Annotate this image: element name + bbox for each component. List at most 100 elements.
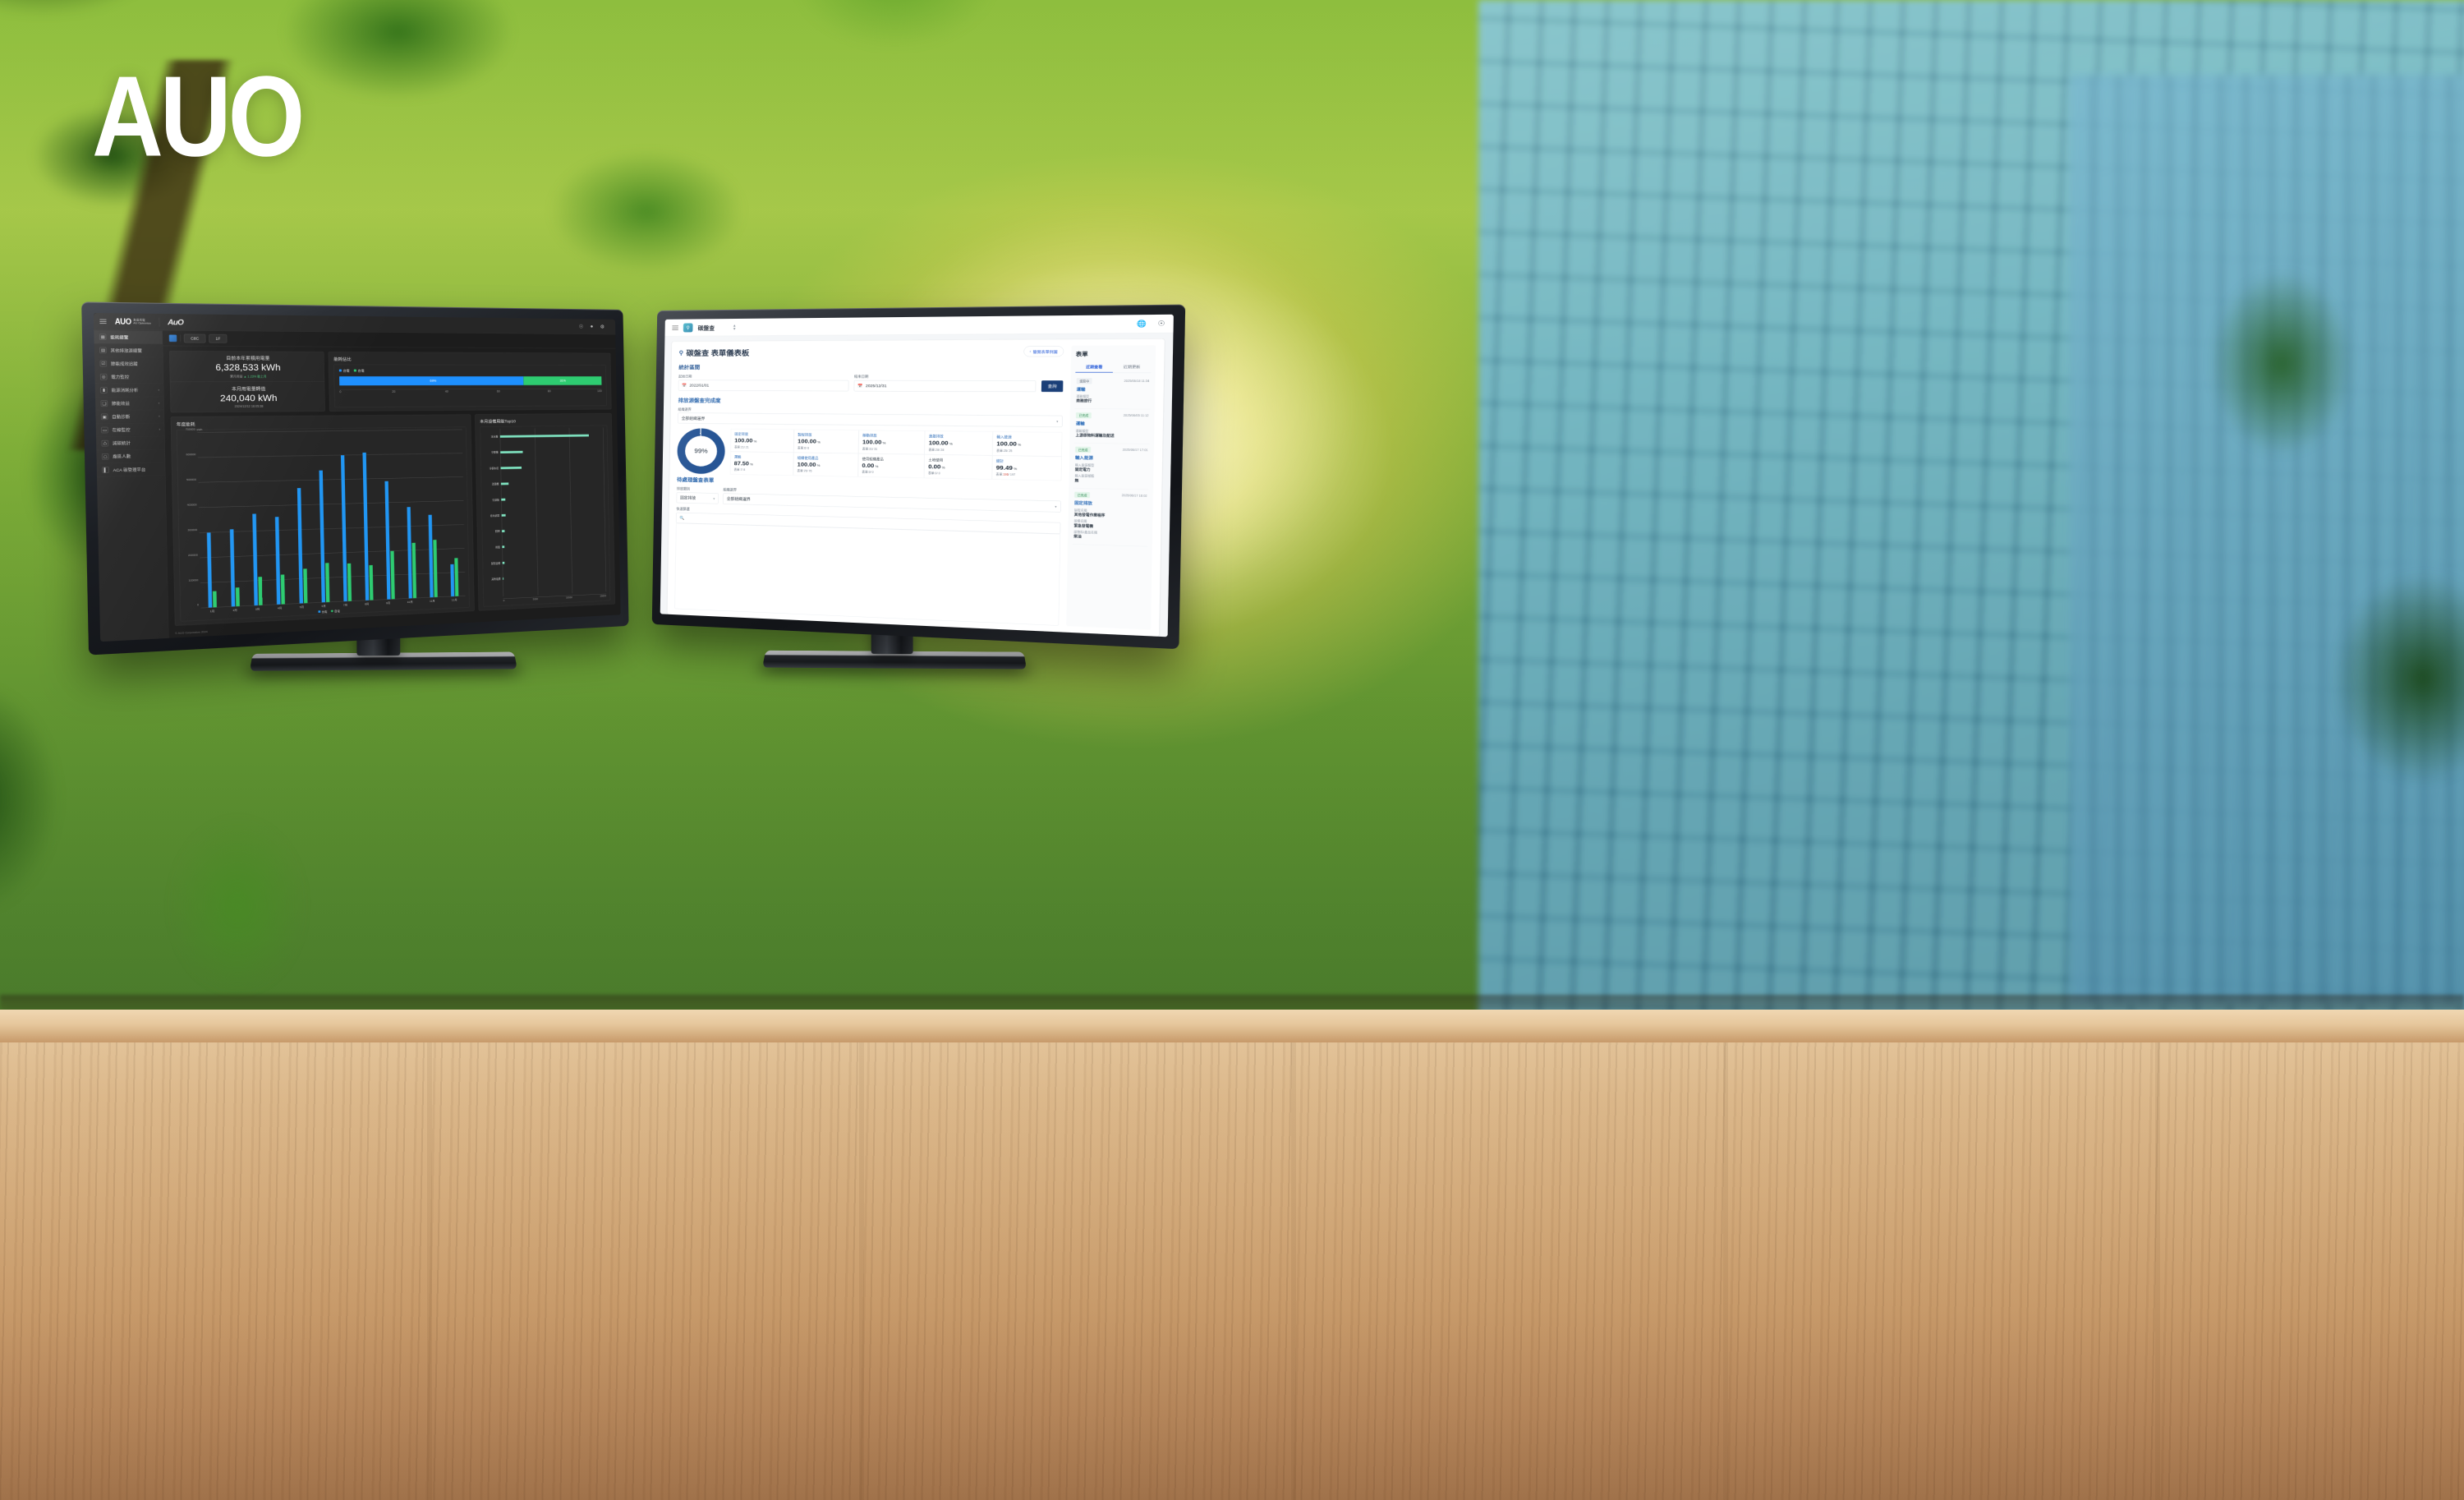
completion-stat-4: 輸入能源 100.00 % 表單:25/ 25 [992,431,1063,457]
auo-logo-small: AUO 友達光電 AU Optronics [112,316,151,326]
x-axis-tick: 8月 [365,602,370,606]
bar-group-10 [427,430,438,598]
form-list-tab[interactable]: 近期更新 [1123,365,1141,370]
org-boundary-select[interactable]: 全部組織邊界 ▾ [678,412,1063,427]
axis-tick: 15000 [600,594,606,598]
form-timestamp: 2025/06/17 17:01 [1122,449,1148,453]
bar-group-3 [274,431,286,605]
bar-自電 [303,568,308,604]
account-icon[interactable]: ☉ [1157,320,1165,328]
pending-forms-table[interactable] [674,522,1060,626]
form-field: 運輸類型 上游原物料運輸及配送 [1075,428,1148,438]
emission-category-select[interactable]: 固定排放 ▾ [676,492,719,504]
bell-icon[interactable]: ☉ [578,324,584,329]
sidebar-item-label: 節能成效追蹤 [110,361,138,366]
start-date-input[interactable]: 📅 2022/01/01 [678,380,849,392]
carbon-search-icon: ⚲ [678,349,684,357]
ems-content-grid: 目前本年累積用電量 6,328,533 kWh 累月用量 ▲ 1.23% 較上月 [163,346,620,631]
stat-sub: 表單:76/ 76 [797,469,812,473]
sidebar-item-10[interactable]: ▌ ACA 碳管理平台 [96,462,166,477]
stepper-icon[interactable]: ▴ ▾ [733,323,736,331]
status-badge: 已完成 [1075,446,1092,453]
form-timestamp: 2025/06/17 16:02 [1121,494,1147,499]
bar-台電 [362,452,370,600]
start-date-label: 起始日期 [678,375,692,379]
site-chip-c8c[interactable]: C8C [183,334,206,343]
bar [502,561,505,564]
x-axis-tick: 5月 [299,605,305,609]
form-field: 運輸類型 商務旅行 [1076,394,1149,404]
energy-ratio-card: 能耗佔比 台電 自電 69% 31% 0 20 40 60 80 100 [328,352,612,412]
sidebar-item-9[interactable]: ☖ 廠區人數 [96,449,165,464]
legend-item-self: 自電 [331,609,340,613]
card-title: 本月設備用能Top10 [480,419,516,424]
form-field: 輸入能源種類無 [1074,473,1147,484]
sidebar-item-5[interactable]: ❏ 節能效益 › [95,396,164,411]
bar-group-0 [205,432,217,608]
bar-自電 [280,574,286,605]
bar-台電 [252,513,259,606]
table-plank-seams [0,1042,2464,1500]
sidebar-item-8[interactable]: ♺ 減碳統計 [96,435,165,451]
y-axis-tick: 200000 [187,553,198,557]
stat-value: 100.00 % [798,438,821,445]
axis-tick: 5000 [532,597,539,601]
stat-label: 逸散排放 [928,434,944,439]
form-field: 輸入能源類型 固定電力 [1075,462,1148,473]
ems-app-icon: AuO [168,317,184,327]
bar-label: 照明 [494,530,500,533]
kpi-title: 本月用電量轉值 [231,386,266,392]
globe-icon[interactable]: 🌐 [1136,320,1147,329]
bar-自電 [369,564,374,600]
completion-stat-9: 總計 99.49 % 表單:196/ 197 [991,455,1062,481]
user-icon[interactable]: ● [590,324,594,329]
bar-台電 [450,564,455,597]
sidebar-item-7[interactable]: ▭ 在線監控 › [95,422,165,437]
form-list-item-0[interactable]: 填寫中 2025/06/18 11:34 運輸 運輸類型 商務旅行 [1074,374,1152,410]
stat-label: 組織使用產品 [797,456,819,461]
form-list-tabs: 近期查看 近期更新 [1075,361,1152,373]
ratio-chart: 台電 自電 69% 31% 0 20 40 60 80 100 [333,364,607,407]
sidebar-item-0[interactable]: ▦ 能耗總覽 [94,330,163,344]
annual-consumption-card: 年度能耗 kWh 0 100000 200000 300000 400000 500000… [170,414,475,626]
sidebar-item-6[interactable]: ▣ 自動診斷 › [95,409,164,424]
form-list-item-2[interactable]: 已完成 2025/06/17 17:01 輸入能源 輸入能源類型 固定電力 輸入能源種類無 [1073,443,1150,490]
axis-tick: 20 [392,390,396,393]
sidebar-item-3[interactable]: ◎ 電力監控 [94,370,163,384]
menu-toggle-icon[interactable] [672,325,678,330]
stat-label: 輸入能源 [996,435,1012,439]
form-list-item-1[interactable]: 已完成 2025/06/05 11:12 運輸 運輸類型 上游原物料運輸及配送 [1073,408,1151,444]
x-axis-tick: 7月 [342,603,348,607]
chevron-right-icon: › [158,388,160,393]
form-list-tab[interactable]: 近期查看 [1075,361,1114,373]
stat-value: 100.00 % [928,439,953,447]
sidebar-item-4[interactable]: ▮ 能源消耗分析 › [94,383,164,398]
form-name: 固定排放 [1073,500,1092,506]
legend-item-self: 自電 [353,368,365,372]
completion-stat-5: 運輸 87.50 % 表單:7/ 8 [730,451,794,476]
end-date-input[interactable]: 📅 2025/12/31 [853,380,1037,393]
stat-sub: 表單:21/ 21 [734,445,749,449]
screen-right[interactable]: ⚲ 碳盤查 ▴ ▾ 🌐 ☉ ⚲ 碳盤查 表單 [660,314,1174,637]
emission-category-value: 固定排放 [680,495,696,500]
ratio-stacked-bar: 69% 31% [339,376,602,386]
site-chip-1f[interactable]: 1F [209,334,228,343]
ratio-segment-1: 31% [523,376,602,386]
menu-toggle-icon[interactable] [99,319,107,324]
end-date-field: 結束日期 📅 2025/12/31 [853,375,1037,393]
sidebar-item-1[interactable]: ▤ 其他排放源總覽 [94,343,163,357]
chevron-right-icon: › [159,427,160,432]
form-list-item-3[interactable]: 已完成 2025/06/17 16:02 固定排放 製程名稱 其他發電作業程序 設備名稱緊… [1072,488,1149,547]
back-to-form-list-button[interactable]: ‹ 簡閱表單例圖 [1023,346,1064,357]
sidebar-item-label: 廠區人數 [113,453,131,459]
screen-left[interactable]: AUO 友達光電 AU Optronics AuO ☉ ● ⚙ [93,312,621,642]
query-button[interactable]: 查詢 [1041,380,1064,393]
x-axis-tick: 9月 [385,601,391,605]
section-title-completion: 排放源盤查完成度 [678,398,721,404]
stat-sub: 表單:7/ 8 [733,468,746,472]
y-axis-tick: 0 [197,603,200,607]
axis-tick: 80 [547,389,551,393]
y-axis-tick: 500000 [186,478,196,482]
gear-icon[interactable]: ⚙ [600,324,605,330]
sidebar-item-2[interactable]: ☑ 節能成效追蹤 [94,357,163,370]
